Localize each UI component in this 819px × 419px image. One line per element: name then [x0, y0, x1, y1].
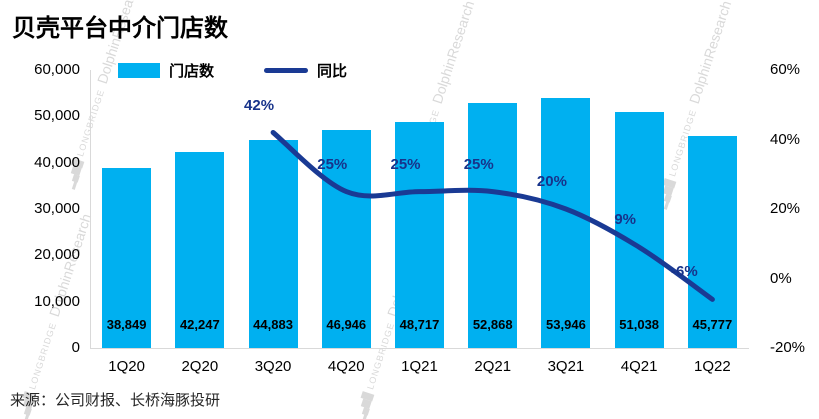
y-axis-left-tick: 20,000 — [34, 246, 80, 264]
y-axis-left-tick: 60,000 — [34, 61, 80, 78]
legend-item-yoy: 同比 — [264, 60, 347, 81]
y-axis-right-tick: -20% — [770, 339, 806, 356]
x-axis-tick: 1Q22 — [694, 358, 731, 375]
y-axis-right-tick: 60% — [770, 61, 801, 78]
bar — [175, 152, 225, 348]
chart-title: 贝壳平台中介门店数 — [12, 15, 228, 42]
legend-label-stores: 门店数 — [169, 63, 215, 80]
yoy-point-label: 25% — [390, 155, 421, 173]
legend: 门店数 同比 — [118, 60, 347, 81]
bar-value-label: 45,777 — [692, 317, 733, 332]
x-axis-line — [90, 348, 749, 349]
x-axis-tick: 2Q20 — [181, 358, 219, 375]
yoy-point-label: 42% — [244, 96, 275, 114]
bar-value-label: 44,883 — [253, 317, 293, 332]
x-axis-tick: 2Q21 — [474, 358, 512, 375]
bar-value-label: 38,849 — [106, 317, 147, 332]
x-axis-tick: 1Q20 — [108, 358, 145, 375]
yoy-point-label: 25% — [317, 155, 348, 173]
yoy-point-label: 25% — [463, 155, 494, 173]
bar-value-label: 51,038 — [619, 317, 660, 332]
x-axis-tick: 3Q20 — [254, 358, 292, 375]
bar-value-label: 46,946 — [326, 317, 367, 332]
watermark: ▂▄▆█LONGBRIDGEDolphinResearch — [12, 212, 96, 419]
source-note: 来源：公司财报、长桥海豚投研 — [10, 392, 221, 409]
bar-series-swatch — [118, 63, 160, 78]
y-axis-left-tick: 30,000 — [34, 200, 80, 217]
legend-item-stores: 门店数 — [118, 60, 214, 81]
x-axis-tick: 1Q21 — [401, 358, 438, 375]
x-axis-tick: 4Q21 — [620, 358, 658, 375]
y-axis-line — [90, 70, 91, 348]
y-axis-left-tick: 50,000 — [34, 107, 80, 125]
bar-value-label: 48,717 — [399, 317, 440, 332]
yoy-point-label: -6% — [671, 263, 698, 281]
y-axis-left-tick: 0 — [71, 339, 80, 356]
bar-value-label: 42,247 — [179, 317, 220, 332]
y-axis-right-tick: 20% — [770, 200, 801, 217]
legend-label-yoy: 同比 — [317, 63, 348, 80]
y-axis-left-tick: 40,000 — [34, 153, 80, 171]
x-axis-tick: 4Q20 — [327, 358, 365, 375]
bar — [541, 98, 591, 348]
y-axis-left-tick: 10,000 — [34, 292, 80, 310]
line-series-swatch — [264, 68, 309, 73]
yoy-point-label: 9% — [614, 211, 636, 229]
bar — [468, 103, 518, 348]
bar — [102, 167, 152, 348]
x-axis-tick: 3Q21 — [547, 358, 585, 375]
yoy-point-label: 20% — [536, 173, 567, 190]
y-axis-right-tick: 0% — [770, 269, 792, 287]
bar-value-label: 52,868 — [472, 317, 513, 332]
watermark-logo-icon: ▂▄▆█ — [354, 391, 375, 419]
bar-value-label: 53,946 — [546, 317, 586, 332]
y-axis-right-tick: 40% — [770, 130, 801, 148]
bar — [614, 111, 664, 348]
